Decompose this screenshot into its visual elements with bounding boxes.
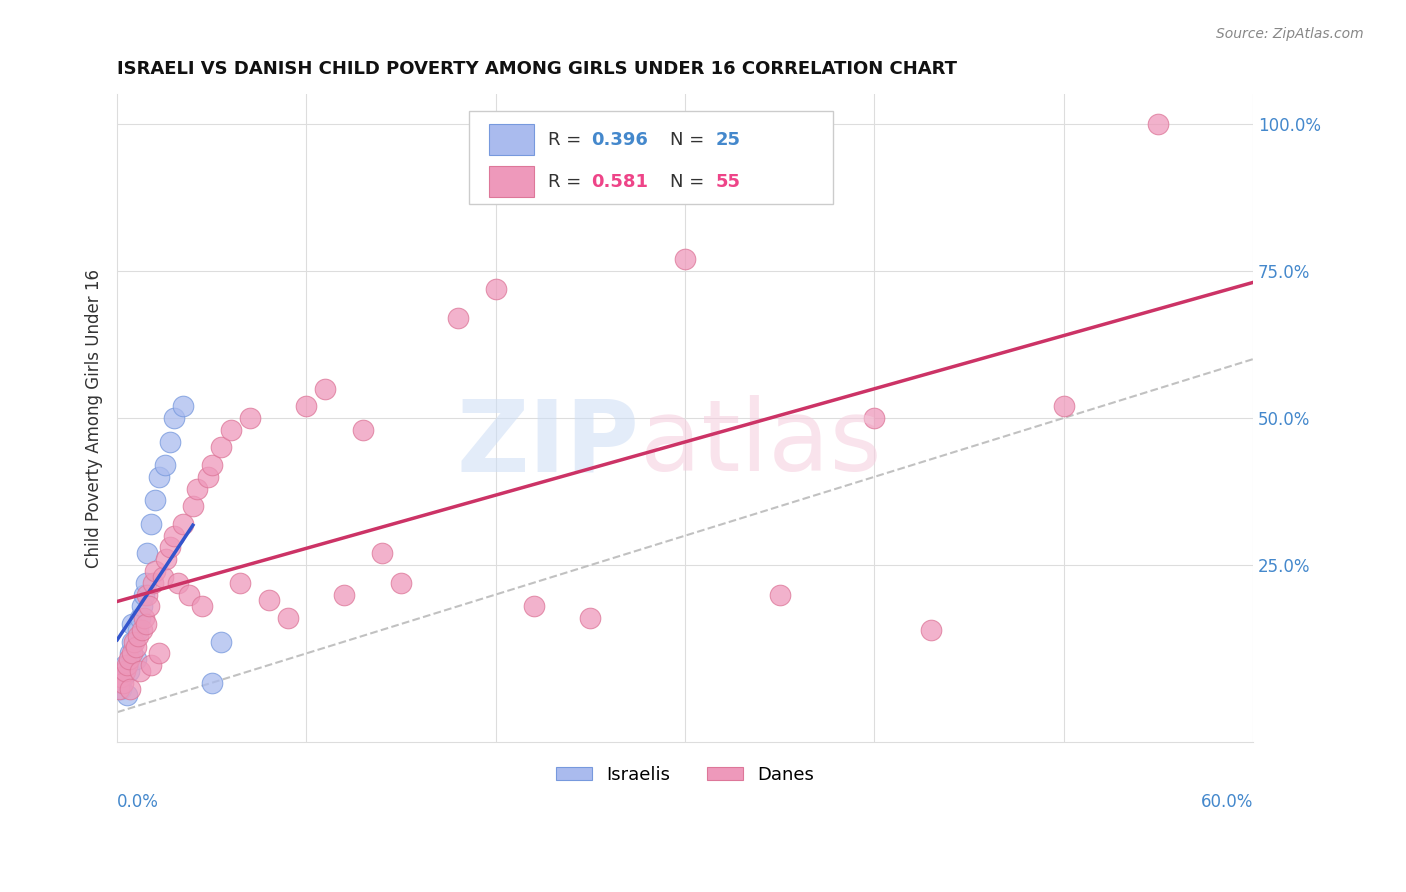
Point: [277, 611, 299, 625]
Point: [209, 441, 232, 455]
Point: [148, 470, 170, 484]
Y-axis label: Child Poverty Among Girls Under 16: Child Poverty Among Girls Under 16: [86, 268, 103, 567]
Point: [122, 634, 145, 648]
Text: ZIP: ZIP: [457, 395, 640, 492]
Point: [1052, 399, 1074, 413]
Point: [143, 564, 166, 578]
Point: [135, 575, 157, 590]
Point: [389, 575, 412, 590]
Text: 25: 25: [716, 131, 741, 149]
Point: [920, 623, 942, 637]
Point: [333, 588, 356, 602]
Text: 55: 55: [716, 173, 741, 191]
Point: [209, 634, 232, 648]
Text: R =: R =: [547, 131, 586, 149]
Point: [127, 623, 149, 637]
Point: [314, 382, 336, 396]
Text: N =: N =: [671, 173, 710, 191]
Point: [769, 588, 792, 602]
Point: [115, 688, 138, 702]
Point: [120, 646, 142, 660]
Point: [179, 588, 201, 602]
Point: [125, 652, 148, 666]
Point: [152, 570, 174, 584]
Point: [141, 516, 163, 531]
Point: [257, 593, 280, 607]
Text: 0.0%: 0.0%: [117, 793, 159, 812]
Point: [129, 664, 152, 678]
Point: [136, 588, 159, 602]
Point: [125, 640, 148, 655]
Point: [172, 516, 194, 531]
Point: [108, 675, 131, 690]
Point: [159, 434, 181, 449]
Point: [155, 552, 177, 566]
Text: atlas: atlas: [640, 395, 882, 492]
Point: [201, 675, 224, 690]
Text: N =: N =: [671, 131, 710, 149]
Point: [132, 588, 155, 602]
Point: [117, 664, 139, 678]
Point: [110, 681, 132, 696]
Point: [863, 411, 886, 425]
Point: [159, 541, 181, 555]
Point: [132, 611, 155, 625]
Point: [121, 634, 143, 648]
Point: [163, 411, 186, 425]
Point: [114, 664, 136, 678]
Text: 0.581: 0.581: [591, 173, 648, 191]
Point: [1147, 117, 1170, 131]
Point: [181, 500, 204, 514]
Point: [114, 658, 136, 673]
Point: [115, 658, 138, 673]
Point: [141, 658, 163, 673]
Point: [131, 623, 153, 637]
Point: [166, 575, 188, 590]
Text: ISRAELI VS DANISH CHILD POVERTY AMONG GIRLS UNDER 16 CORRELATION CHART: ISRAELI VS DANISH CHILD POVERTY AMONG GI…: [117, 60, 957, 78]
Point: [117, 652, 139, 666]
Point: [131, 599, 153, 614]
Point: [108, 681, 131, 696]
Point: [143, 493, 166, 508]
Point: [111, 670, 134, 684]
Point: [485, 282, 508, 296]
Point: [352, 423, 374, 437]
Point: [121, 646, 143, 660]
Point: [197, 470, 219, 484]
Point: [523, 599, 546, 614]
Point: [186, 482, 208, 496]
Bar: [488, 124, 534, 155]
Text: 0.396: 0.396: [591, 131, 648, 149]
Bar: [488, 166, 534, 197]
Point: [120, 681, 142, 696]
Point: [127, 629, 149, 643]
Point: [295, 399, 318, 413]
Point: [121, 616, 143, 631]
Point: [239, 411, 262, 425]
Point: [371, 546, 394, 560]
Point: [148, 646, 170, 660]
Point: [138, 599, 160, 614]
Text: Source: ZipAtlas.com: Source: ZipAtlas.com: [1216, 27, 1364, 41]
Point: [129, 611, 152, 625]
Text: R =: R =: [547, 173, 586, 191]
Point: [136, 546, 159, 560]
Point: [673, 252, 696, 267]
Point: [229, 575, 252, 590]
Point: [172, 399, 194, 413]
Point: [219, 423, 242, 437]
FancyBboxPatch shape: [470, 111, 832, 204]
Point: [201, 458, 224, 472]
Legend: Israelis, Danes: Israelis, Danes: [548, 758, 821, 791]
Point: [111, 675, 134, 690]
Point: [110, 670, 132, 684]
Point: [579, 611, 602, 625]
Point: [142, 575, 165, 590]
Point: [153, 458, 176, 472]
Text: 60.0%: 60.0%: [1201, 793, 1253, 812]
Point: [135, 616, 157, 631]
Point: [447, 311, 470, 326]
Point: [163, 529, 186, 543]
Point: [191, 599, 214, 614]
